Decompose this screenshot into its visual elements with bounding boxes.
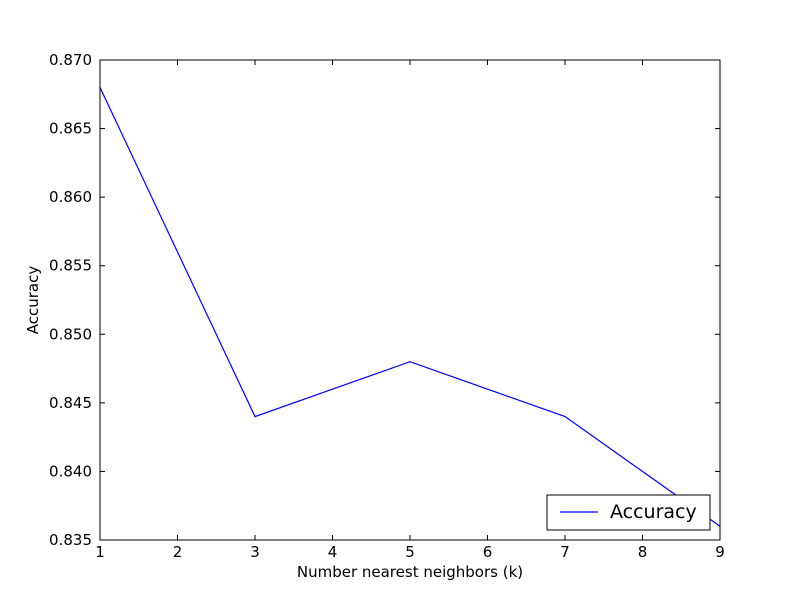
x-tick-label-1: 2: [173, 543, 183, 561]
y-tick-label-3: 0.850: [49, 325, 92, 343]
x-tick-label-2: 3: [250, 543, 260, 561]
x-tick-label-0: 1: [95, 543, 105, 561]
plot-area: [100, 60, 720, 540]
x-tick-label-4: 5: [405, 543, 415, 561]
y-tick-label-2: 0.845: [49, 394, 92, 412]
x-tick-label-6: 7: [560, 543, 570, 561]
data-point-0-1: [254, 415, 256, 418]
y-tick-label-6: 0.865: [49, 120, 92, 138]
legend: Accuracy: [546, 494, 711, 531]
y-tick-label-1: 0.840: [49, 462, 92, 480]
y-tick-label-0: 0.835: [49, 531, 92, 549]
x-tick-label-5: 6: [483, 543, 493, 561]
y-tick-label-4: 0.855: [49, 257, 92, 275]
legend-label: Accuracy: [610, 501, 697, 523]
y-tick-label-5: 0.860: [49, 188, 92, 206]
x-tick-label-3: 4: [328, 543, 338, 561]
y-tick-label-7: 0.870: [49, 51, 92, 69]
data-point-0-3: [564, 415, 566, 418]
y-axis-label: Accuracy: [24, 266, 42, 335]
data-point-0-2: [409, 361, 411, 363]
tick-layer: 1 2 3 4 5 6 7 8 9 0.835 0.840 0.845 0.850 0.855 0.860 0…: [49, 51, 725, 561]
x-tick-label-7: 8: [638, 543, 648, 561]
x-tick-label-8: 9: [715, 543, 725, 561]
x-axis-label: Number nearest neighbors (k): [297, 563, 523, 581]
